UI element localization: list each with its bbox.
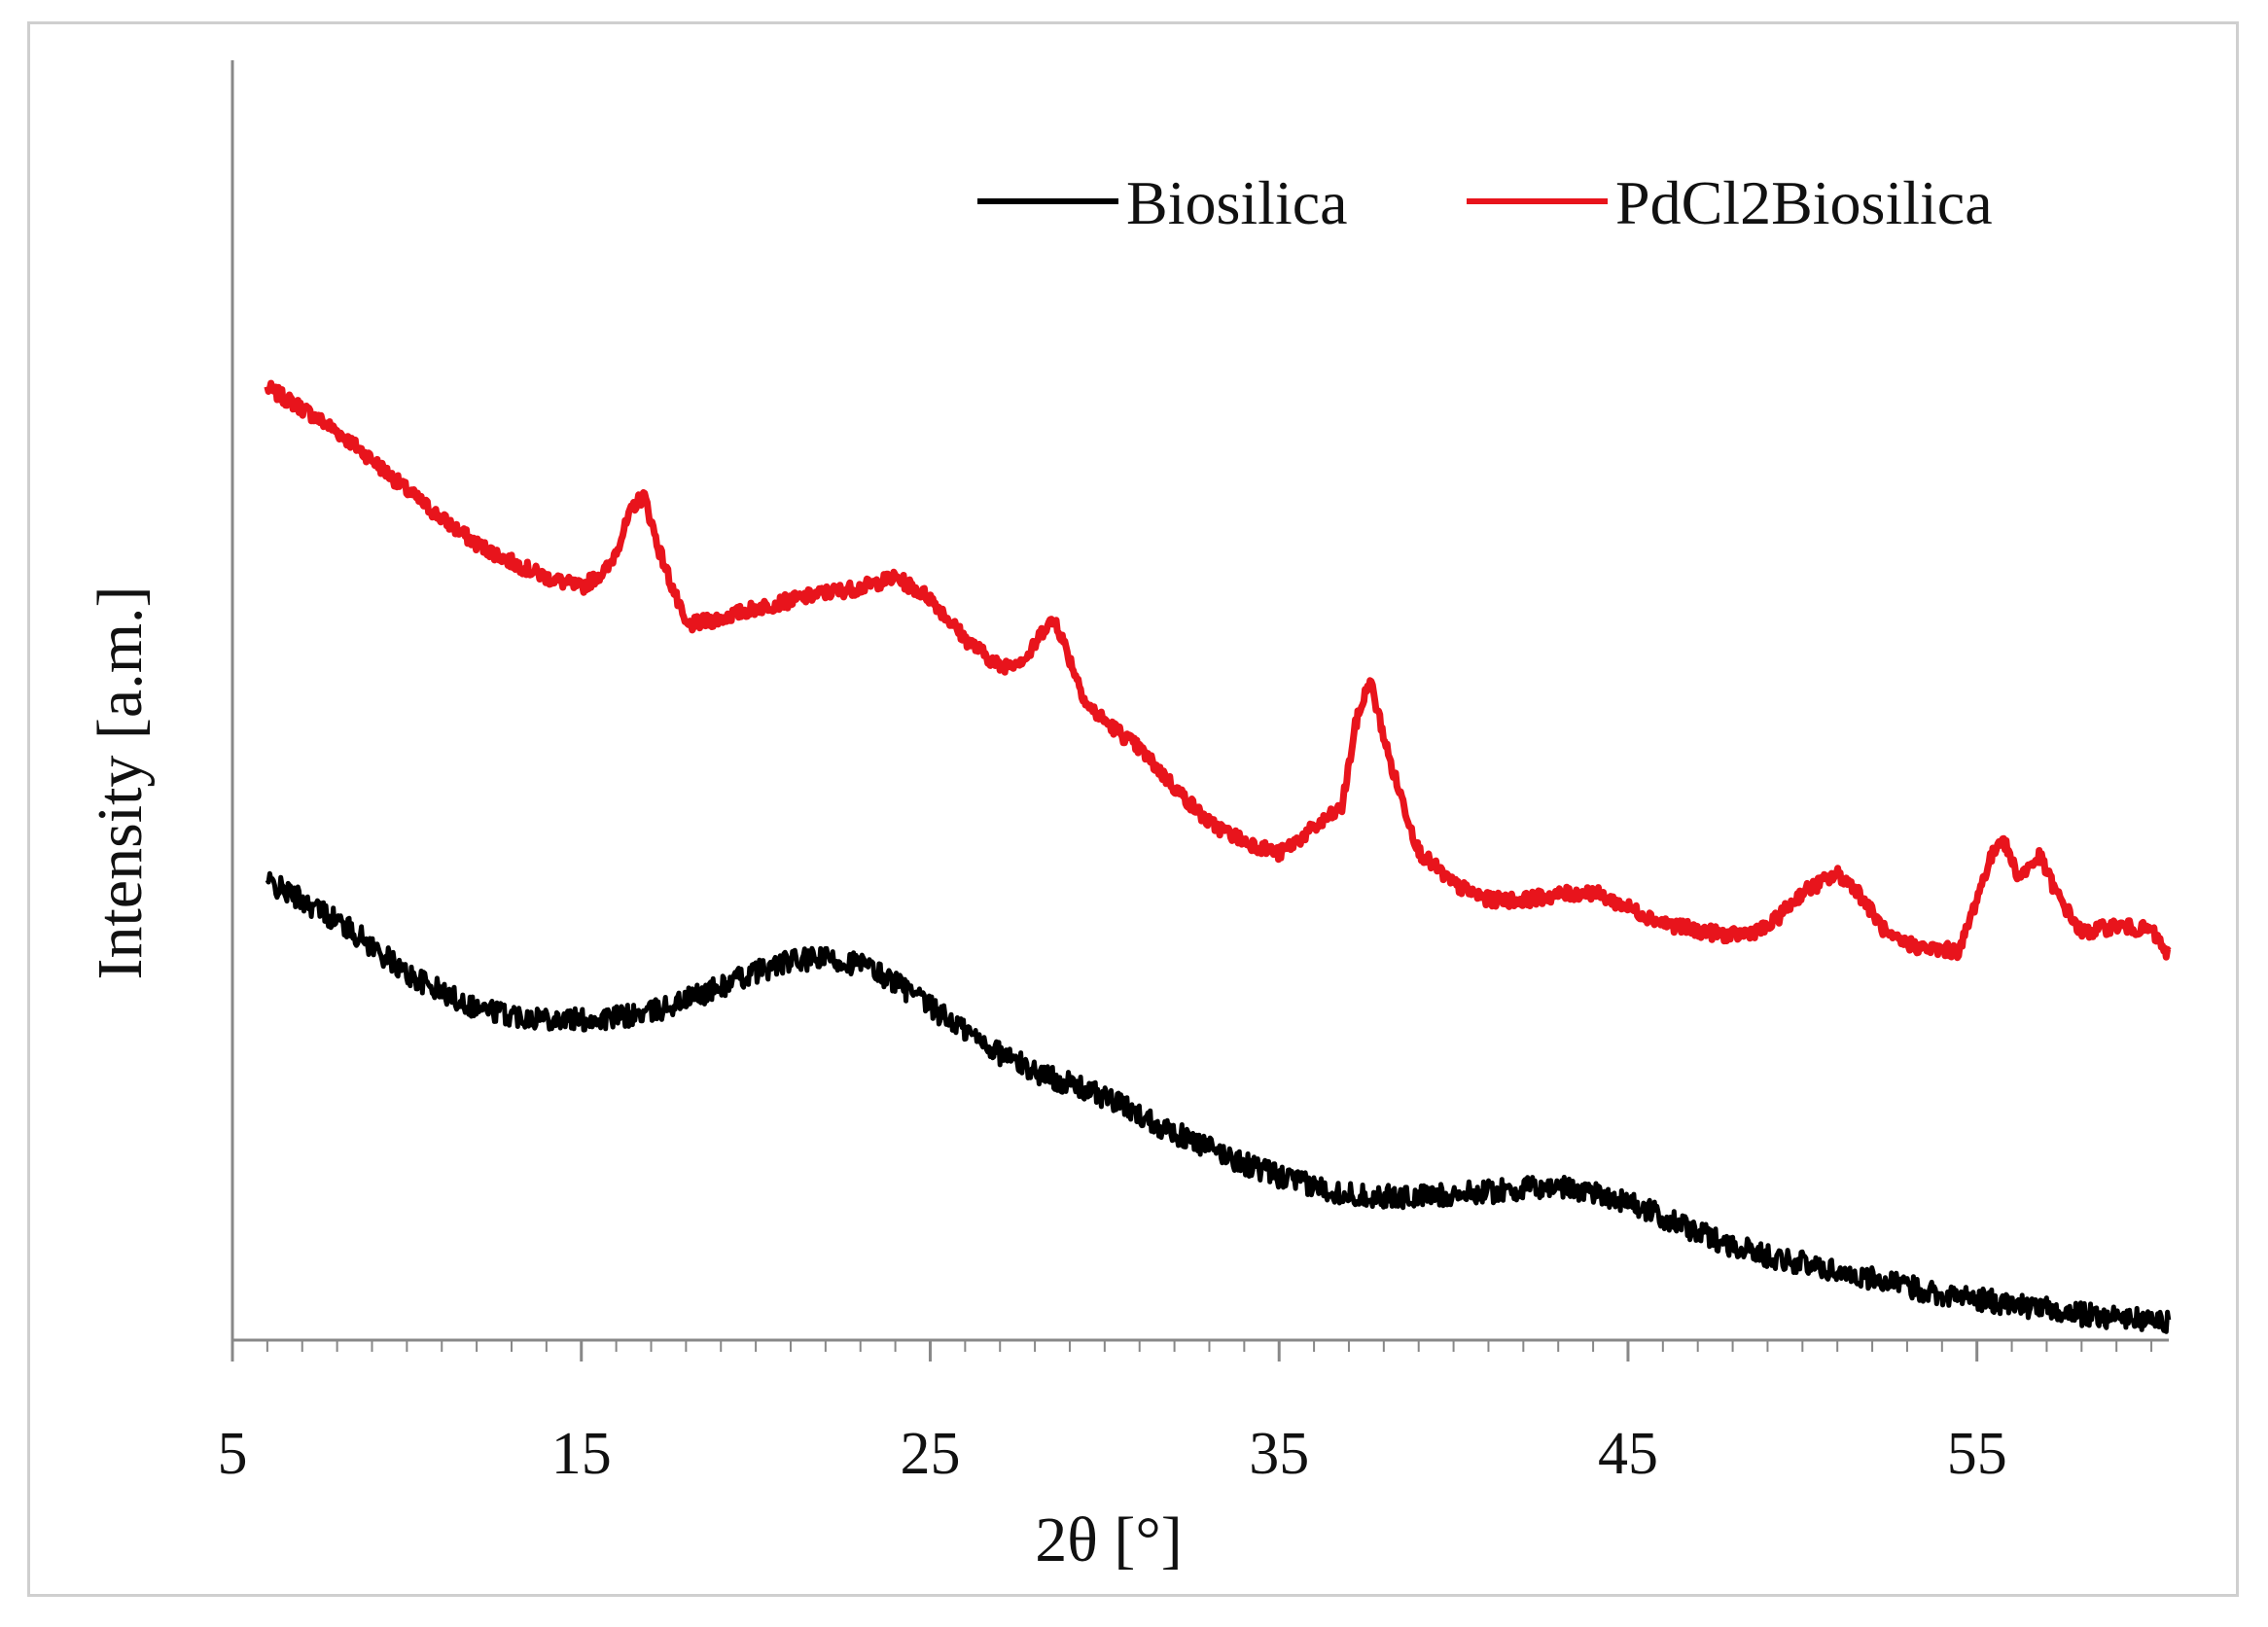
x-tick-label: 45 (1598, 1421, 1658, 1487)
y-axis-title: Intensity [a.m.] (85, 585, 156, 979)
x-tick-label: 55 (1947, 1421, 2007, 1487)
x-axis-tick-labels: 5 15 25 35 45 55 (218, 1421, 2007, 1487)
x-tick-label: 5 (218, 1421, 248, 1487)
series-line-biosilica (265, 870, 2172, 1334)
legend-label-pdcl2biosilica: PdCl2Biosilica (1615, 168, 1993, 237)
x-tick-label: 25 (900, 1421, 960, 1487)
legend: Biosilica PdCl2Biosilica (977, 168, 1993, 237)
x-axis-ticks (230, 1340, 2153, 1362)
x-tick-label: 15 (551, 1421, 612, 1487)
figure-frame (27, 21, 2239, 1597)
x-tick-label: 35 (1249, 1421, 1309, 1487)
x-axis-title: 2θ [°] (1035, 1504, 1182, 1575)
series-layer (264, 379, 2172, 1334)
legend-label-biosilica: Biosilica (1126, 168, 1348, 237)
series-line-pdcl2biosilica (264, 379, 2172, 962)
